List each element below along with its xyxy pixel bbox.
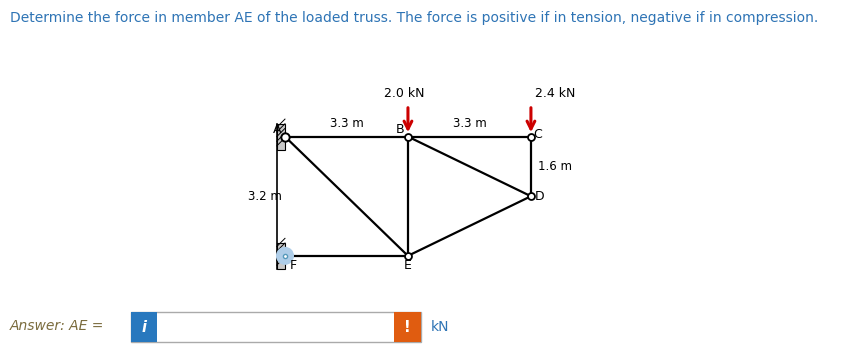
Text: 3.2 m: 3.2 m [248,190,281,203]
Text: Determine the force in member AE of the loaded truss. The force is positive if i: Determine the force in member AE of the … [10,11,818,25]
Text: E: E [404,259,412,272]
Circle shape [277,248,293,264]
Text: !: ! [404,320,411,335]
Text: 2.0 kN: 2.0 kN [384,88,424,101]
Text: Answer: AE =: Answer: AE = [10,319,109,333]
Text: i: i [141,320,147,335]
Text: D: D [535,190,544,203]
Text: F: F [290,259,296,272]
Text: 3.3 m: 3.3 m [329,117,364,130]
Text: 2.4 kN: 2.4 kN [535,88,575,101]
Text: B: B [396,123,404,136]
Polygon shape [277,123,285,150]
Text: A: A [273,123,281,136]
Text: 1.6 m: 1.6 m [538,160,572,173]
Polygon shape [277,243,285,269]
Text: 3.3 m: 3.3 m [452,117,487,130]
Text: C: C [533,128,542,141]
Text: kN: kN [431,320,450,334]
